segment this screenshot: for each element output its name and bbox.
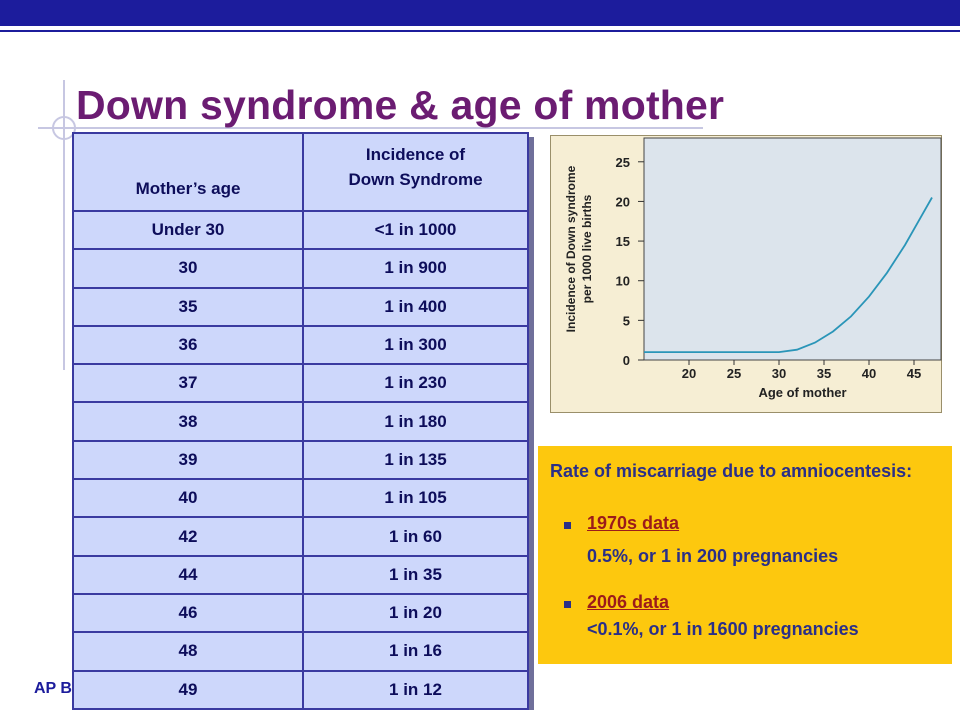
incidence-chart: 0 5 10 15 20 25 20 25 30 35 40 45 Age of mother Incid…	[564, 137, 942, 400]
y-tick-label: 10	[616, 274, 630, 289]
top-banner	[0, 0, 960, 26]
cell-mothers-age: 44	[72, 554, 304, 595]
cell-incidence: 1 in 35	[302, 554, 529, 595]
cell-incidence: 1 in 900	[302, 248, 529, 289]
header-mothers-age: Mother’s age	[72, 132, 304, 212]
cell-incidence: 1 in 135	[302, 439, 529, 481]
info-heading: Rate of miscarriage due to amniocentesis…	[550, 461, 913, 481]
x-tick-label: 35	[817, 366, 831, 381]
label-1970s-data[interactable]: 1970s data	[587, 513, 680, 533]
detail-2006-data: <0.1%, or 1 in 1600 pregnancies	[587, 619, 859, 639]
cell-mothers-age: 40	[72, 478, 304, 519]
incidence-table: Mother’s age Incidence of Down Syndrome …	[72, 132, 529, 710]
label-2006-data[interactable]: 2006 data	[587, 592, 670, 612]
cell-incidence: 1 in 20	[302, 592, 529, 634]
cell-mothers-age: 46	[72, 592, 304, 634]
table-row: 37 1 in 230	[72, 363, 529, 404]
cell-mothers-age: 48	[72, 631, 304, 672]
table-body: Under 30 <1 in 1000 30 1 in 900 35 1 in 400 36…	[72, 209, 529, 710]
decorative-crosshair-circle	[52, 116, 76, 140]
bullet-icon-2006	[562, 597, 576, 611]
cell-mothers-age: Under 30	[72, 209, 304, 251]
x-tick-label: 30	[772, 366, 786, 381]
cell-incidence: 1 in 300	[302, 324, 529, 366]
table-row: Under 30 <1 in 1000	[72, 209, 529, 251]
table-header-row: Mother’s age Incidence of Down Syndrome	[72, 132, 529, 212]
table-row: 38 1 in 180	[72, 401, 529, 442]
x-tick-label: 45	[907, 366, 921, 381]
detail-1970s-data: 0.5%, or 1 in 200 pregnancies	[587, 546, 839, 566]
x-tick-label: 20	[682, 366, 696, 381]
cell-incidence: 1 in 12	[302, 669, 529, 710]
y-tick-label: 0	[623, 353, 630, 368]
x-tick-label: 25	[727, 366, 741, 381]
cell-mothers-age: 38	[72, 401, 304, 442]
miscarriage-info-box: Rate of miscarriage due to amniocentesis…	[538, 446, 952, 664]
cell-incidence: 1 in 230	[302, 363, 529, 404]
incidence-curve	[644, 197, 933, 354]
bullet-icon-1970s	[562, 518, 576, 532]
table-row: 36 1 in 300	[72, 324, 529, 366]
decorative-vertical-line	[63, 80, 65, 370]
cell-mothers-age: 49	[72, 669, 304, 710]
table-row: 35 1 in 400	[72, 286, 529, 327]
chart-panel: 0 5 10 15 20 25 20 25 30 35 40 45 Age of mother Incid…	[550, 135, 942, 413]
y-tick-label: 20	[616, 194, 630, 209]
cell-mothers-age: 30	[72, 248, 304, 289]
table-row: 39 1 in 135	[72, 439, 529, 481]
table-row: 40 1 in 105	[72, 478, 529, 519]
header-incidence-line1: Incidence of	[365, 145, 466, 165]
table-row: 48 1 in 16	[72, 631, 529, 672]
cell-incidence: 1 in 400	[302, 286, 529, 327]
table-row: 44 1 in 35	[72, 554, 529, 595]
table-row: 42 1 in 60	[72, 516, 529, 557]
table-row: 49 1 in 12	[72, 669, 529, 710]
table-row: 46 1 in 20	[72, 592, 529, 634]
y-tick-label: 25	[616, 155, 630, 170]
cell-incidence: 1 in 180	[302, 401, 529, 442]
x-axis-label: Age of mother	[758, 385, 846, 400]
y-axis-label: per 1000 live births	[580, 194, 594, 303]
cell-incidence: <1 in 1000	[302, 209, 529, 251]
y-axis-label: Incidence of Down syndrome	[564, 165, 578, 332]
cell-mothers-age: 39	[72, 439, 304, 481]
cell-incidence: 1 in 16	[302, 631, 529, 672]
plot-area	[643, 137, 942, 361]
slide-title: Down syndrome & age of mother	[76, 82, 725, 128]
cell-mothers-age: 35	[72, 286, 304, 327]
y-tick-label: 5	[623, 313, 630, 328]
cell-mothers-age: 36	[72, 324, 304, 366]
decorative-horizontal-line	[38, 127, 703, 129]
top-banner-rule	[0, 30, 960, 32]
cell-mothers-age: 37	[72, 363, 304, 404]
header-incidence-line2: Down Syndrome	[348, 170, 483, 189]
header-incidence: Incidence of Down Syndrome	[302, 132, 529, 212]
y-tick-label: 15	[616, 234, 630, 249]
cell-mothers-age: 42	[72, 516, 304, 557]
cell-incidence: 1 in 105	[302, 478, 529, 519]
cell-incidence: 1 in 60	[302, 516, 529, 557]
slide-footer: AP Biology	[34, 680, 72, 697]
x-tick-label: 40	[862, 366, 876, 381]
table-row: 30 1 in 900	[72, 248, 529, 289]
